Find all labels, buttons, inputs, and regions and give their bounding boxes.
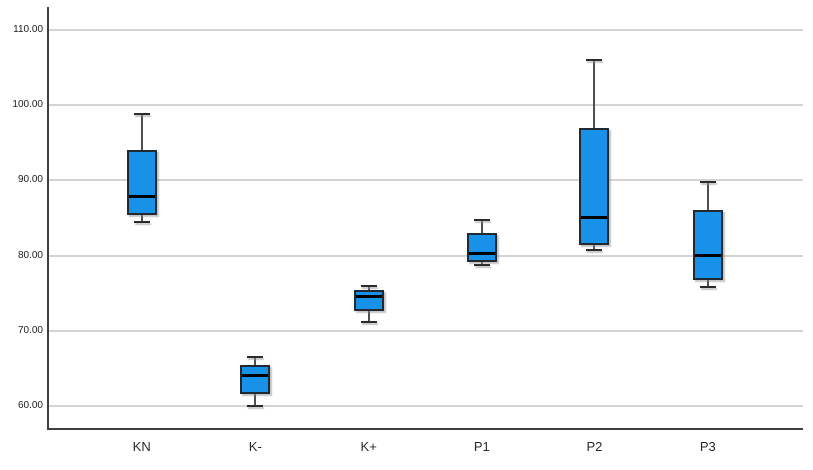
y-axis-tick-label: 90.00 [17,174,43,186]
y-axis-tick-label: 100.00 [12,98,43,110]
whisker-cap-min [133,220,150,223]
y-gridline [47,254,803,257]
median-line [468,251,495,255]
y-axis-line [47,7,49,429]
y-gridline [47,329,803,332]
y-axis-tick-label: 110.00 [13,23,43,35]
whisker-cap-max [360,285,377,288]
boxplot-box [353,290,384,311]
median-line [355,294,382,298]
whisker-cap-min [586,248,603,251]
x-axis-tick-label: P1 [473,439,490,454]
boxplot-box [579,127,610,246]
y-gridline [47,28,803,31]
x-axis-tick-label: P2 [586,439,603,454]
y-axis-tick-label: 80.00 [17,249,43,261]
y-axis-tick-label: 70.00 [17,324,43,336]
boxplot-box [240,364,271,395]
y-gridline [47,179,803,182]
y-gridline [47,405,803,408]
whisker-cap-min [360,320,377,323]
y-axis-tick-label: 60.00 [17,400,43,412]
median-line [242,373,269,377]
whisker-cap-max [247,356,264,359]
boxplot-box [692,210,723,280]
y-gridline [47,103,803,106]
median-line [581,216,608,220]
whisker-cap-min [473,263,490,266]
median-line [694,254,721,258]
whisker-cap-min [699,286,716,289]
x-axis-tick-label: K+ [360,439,377,454]
x-axis-tick-label: P3 [699,439,716,454]
median-line [128,195,155,199]
whisker-cap-max [133,112,150,115]
x-axis-tick-label: KN [132,439,151,454]
boxplot-box [126,150,157,215]
x-axis-line [47,428,803,430]
whisker-cap-max [699,180,716,183]
whisker-cap-max [473,219,490,222]
whisker-cap-min [247,405,264,408]
x-axis-tick-label: K- [248,439,262,454]
whisker-cap-max [586,58,603,61]
boxplot-box [466,232,497,263]
